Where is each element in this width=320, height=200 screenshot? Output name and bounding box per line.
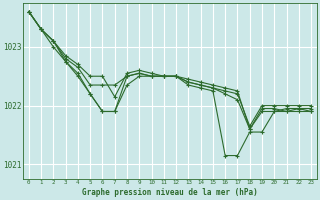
X-axis label: Graphe pression niveau de la mer (hPa): Graphe pression niveau de la mer (hPa) [82,188,258,197]
